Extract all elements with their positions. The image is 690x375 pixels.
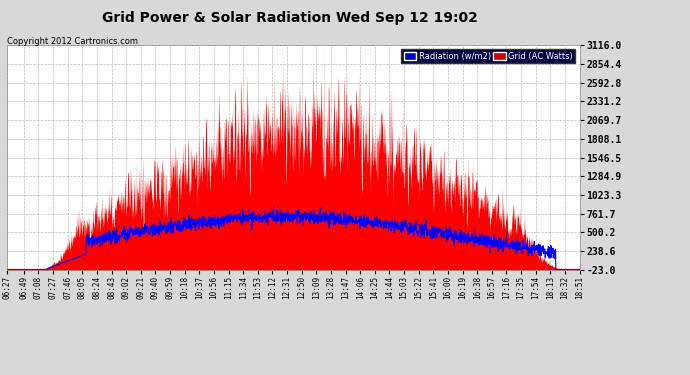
Legend: Radiation (w/m2), Grid (AC Watts): Radiation (w/m2), Grid (AC Watts) — [401, 49, 575, 63]
Text: Copyright 2012 Cartronics.com: Copyright 2012 Cartronics.com — [7, 38, 138, 46]
Text: Grid Power & Solar Radiation Wed Sep 12 19:02: Grid Power & Solar Radiation Wed Sep 12 … — [102, 11, 477, 25]
